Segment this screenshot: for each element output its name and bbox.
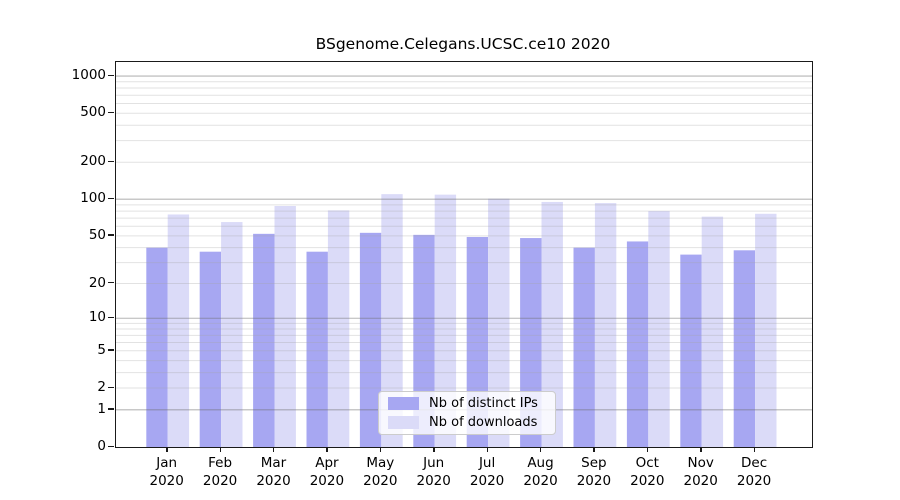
y-tick-label-50: 50: [88, 226, 106, 243]
bar-distinct-ips-oct: [626, 241, 649, 447]
bar-downloads-jan: [167, 214, 190, 447]
legend-swatch-distinct-ips: [388, 397, 419, 410]
y-tick-label-10: 10: [88, 309, 106, 326]
bar-downloads-jun: [434, 194, 457, 447]
legend-item-distinct-ips: Nb of distinct IPs: [379, 396, 555, 412]
y-tick-mark: [108, 197, 114, 200]
x-tick-mark: [540, 447, 542, 453]
legend-label-distinct-ips: Nb of distinct IPs: [429, 395, 538, 411]
legend-swatch-downloads: [388, 416, 419, 429]
y-tick-mark: [108, 408, 114, 410]
bar-downloads-mar: [274, 206, 296, 447]
legend: Nb of distinct IPs Nb of downloads: [378, 391, 556, 435]
y-tick-mark: [108, 349, 114, 351]
x-tick-label-oct: Oct 2020: [630, 455, 665, 489]
bar-downloads-aug: [541, 201, 563, 447]
x-tick-mark: [486, 447, 488, 453]
x-tick-label-nov: Nov 2020: [683, 455, 718, 489]
bar-downloads-nov: [701, 216, 724, 447]
y-tick-label-200: 200: [80, 153, 106, 170]
bar-downloads-may: [381, 194, 403, 447]
y-tick-mark: [108, 74, 114, 76]
bar-distinct-ips-jan: [146, 247, 168, 447]
bar-downloads-feb: [221, 222, 243, 447]
x-tick-mark: [273, 447, 275, 453]
y-tick-label-1: 1: [97, 400, 106, 417]
y-tick-mark: [108, 282, 114, 284]
y-tick-mark: [108, 386, 114, 388]
bar-distinct-ips-sep: [573, 247, 595, 447]
x-tick-mark: [219, 447, 221, 453]
bar-downloads-dec: [755, 213, 777, 447]
bar-downloads-apr: [327, 210, 350, 447]
x-tick-label-mar: Mar 2020: [256, 455, 291, 489]
x-tick-label-sep: Sep 2020: [576, 455, 612, 489]
y-tick-mark: [108, 445, 114, 447]
bar-downloads-sep: [594, 203, 617, 447]
bar-distinct-ips-feb: [199, 251, 222, 447]
x-tick-mark: [646, 447, 649, 453]
x-tick-mark: [433, 447, 435, 453]
x-tick-mark: [326, 447, 328, 453]
y-tick-label-0: 0: [97, 438, 106, 454]
x-tick-label-feb: Feb 2020: [202, 455, 238, 489]
y-tick-label-500: 500: [80, 104, 106, 121]
bar-distinct-ips-mar: [253, 233, 275, 447]
x-tick-label-may: May 2020: [363, 455, 398, 489]
x-tick-label-apr: Apr 2020: [309, 455, 345, 489]
x-tick-label-dec: Dec 2020: [736, 455, 772, 489]
x-tick-label-jun: Jun 2020: [416, 455, 451, 489]
bars-canvas: [116, 75, 812, 447]
x-tick-mark: [753, 447, 755, 453]
y-tick-mark: [108, 111, 114, 114]
x-tick-mark: [379, 447, 382, 453]
x-tick-mark: [593, 447, 595, 453]
x-tick-label-jul: Jul 2020: [469, 455, 505, 489]
plot-area: Nb of distinct IPs Nb of downloads: [115, 61, 813, 448]
y-tick-mark: [108, 316, 114, 319]
y-tick-label-100: 100: [80, 190, 106, 207]
x-tick-label-jan: Jan 2020: [149, 455, 184, 489]
y-tick-label-5: 5: [97, 341, 106, 358]
chart-title: BSgenome.Celegans.UCSC.ce10 2020: [315, 35, 611, 53]
x-tick-mark: [166, 447, 168, 453]
y-tick-mark: [108, 160, 114, 163]
y-tick-label-1000: 1000: [71, 67, 106, 84]
legend-item-downloads: Nb of downloads: [379, 415, 555, 431]
bar-distinct-ips-apr: [306, 251, 328, 447]
x-tick-label-aug: Aug 2020: [523, 455, 558, 489]
legend-label-downloads: Nb of downloads: [429, 414, 538, 430]
bar-downloads-oct: [648, 211, 670, 447]
y-tick-label-20: 20: [88, 274, 106, 291]
x-tick-mark: [700, 447, 702, 453]
bar-downloads-jul: [488, 198, 510, 447]
bar-distinct-ips-nov: [680, 254, 702, 447]
y-tick-label-2: 2: [97, 379, 106, 396]
bar-distinct-ips-may: [359, 232, 382, 447]
bar-distinct-ips-dec: [733, 250, 756, 447]
y-tick-mark: [108, 234, 114, 236]
